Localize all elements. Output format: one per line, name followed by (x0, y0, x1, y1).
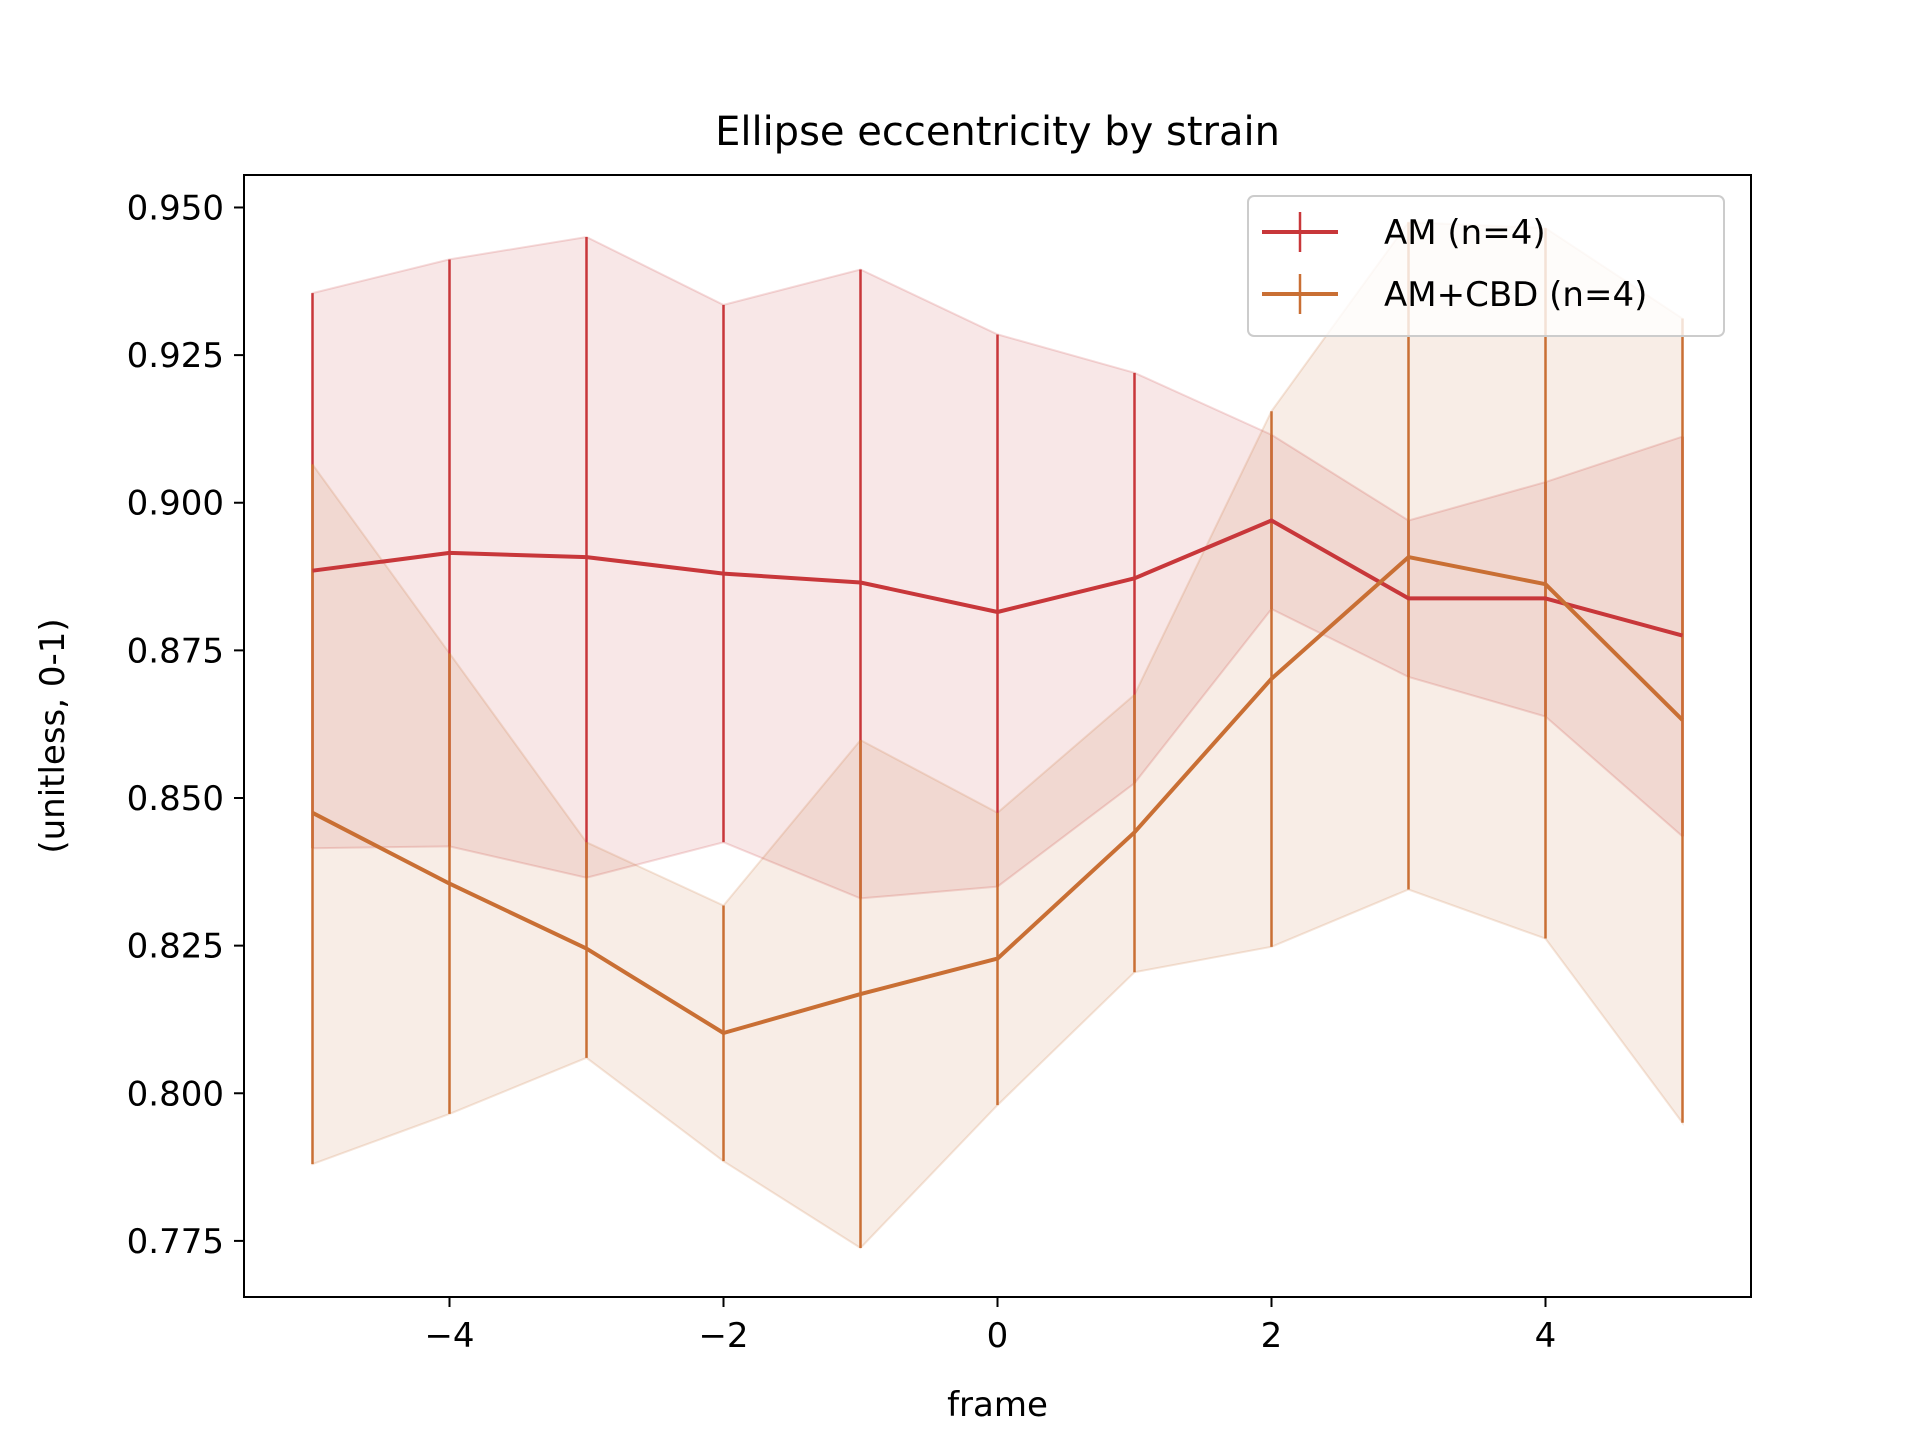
x-tick-label: −4 (424, 1316, 474, 1356)
x-tick-label: 2 (1261, 1316, 1283, 1356)
x-tick-label: 4 (1535, 1316, 1557, 1356)
x-axis-label: frame (947, 1385, 1048, 1425)
series-lines (311, 518, 1684, 1035)
y-tick-label: 0.775 (127, 1222, 224, 1262)
y-tick-label: 0.950 (127, 188, 224, 228)
y-axis-label: (unitless, 0-1) (33, 618, 73, 853)
y-tick-label: 0.875 (127, 631, 224, 671)
y-tick-label: 0.850 (127, 779, 224, 819)
y-tick-label: 0.825 (127, 927, 224, 967)
line-series-0 (312, 518, 1684, 638)
chart-title: Ellipse eccentricity by strain (715, 109, 1280, 155)
line-series-1 (311, 555, 1684, 1035)
y-tick-label: 0.925 (127, 336, 224, 376)
legend-box (1247, 195, 1725, 337)
legend-label: AM+CBD (n=4) (1384, 275, 1647, 315)
y-tick-label: 0.900 (127, 484, 224, 524)
legend-label: AM (n=4) (1384, 213, 1546, 253)
y-tick-label: 0.800 (127, 1074, 224, 1114)
x-tick-label: −2 (698, 1316, 748, 1356)
x-tick-label: 0 (987, 1316, 1009, 1356)
legend: AM (n=4) AM+CBD (n=4) (1247, 195, 1725, 337)
y-axis-ticks: 0.775 0.800 0.825 0.850 0.875 0.900 0.925 0.950 (127, 188, 244, 1262)
x-axis-ticks: −4 −2 0 2 4 (424, 1297, 1556, 1356)
